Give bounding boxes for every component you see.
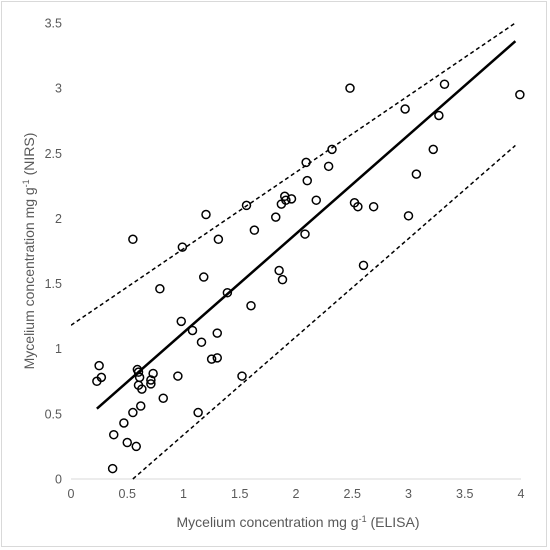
x-tick-labels: 0 0.5 1 1.5 2 2.5 3 3.5 4 [68, 487, 525, 501]
data-point [222, 287, 233, 298]
data-point [146, 375, 156, 385]
data-point [107, 463, 118, 474]
data-point [196, 337, 207, 347]
data-point [206, 354, 217, 364]
data-point [300, 229, 310, 239]
data-point [246, 300, 256, 311]
data-point [241, 200, 252, 211]
data-point [213, 234, 224, 245]
data-point [515, 89, 525, 100]
lower-prediction-line [132, 144, 516, 480]
x-tick-label: 1 [180, 487, 187, 501]
x-tick-label: 0 [68, 487, 75, 501]
x-tick-label: 4 [518, 487, 525, 501]
data-point [137, 384, 147, 394]
data-points [92, 79, 525, 474]
x-axis-title: Mycelium concentration mg g-1 (ELISA) [177, 514, 420, 530]
data-point [439, 79, 450, 89]
y-tick-label: 3.5 [45, 17, 62, 31]
regression-line [96, 40, 517, 410]
x-tick-label: 0.5 [119, 487, 136, 501]
data-point [109, 429, 119, 440]
y-tick-labels: 0 0.5 1 1.5 2 2.5 3 3.5 [45, 17, 62, 487]
data-point [173, 371, 183, 381]
data-point [134, 372, 145, 383]
data-point [411, 169, 422, 179]
data-point [131, 441, 141, 452]
data-point [212, 353, 222, 363]
data-point [345, 83, 355, 93]
data-point [237, 371, 247, 381]
y-tick-label: 0 [55, 473, 62, 487]
data-point [212, 328, 222, 338]
data-point [122, 437, 132, 448]
y-tick-label: 1 [55, 342, 62, 356]
x-tick-label: 3.5 [456, 487, 473, 501]
data-point [302, 175, 312, 186]
data-point [136, 401, 146, 411]
data-point [358, 260, 369, 271]
data-point [301, 157, 311, 168]
fit-lines [71, 23, 517, 480]
data-point [368, 201, 379, 212]
upper-prediction-line [71, 23, 516, 326]
y-tick-label: 3 [55, 82, 62, 96]
data-point [146, 379, 156, 389]
data-point [187, 325, 198, 336]
data-point [428, 144, 438, 155]
y-tick-label: 1.5 [45, 277, 62, 291]
data-point [148, 368, 158, 379]
data-point [128, 407, 138, 418]
y-tick-label: 0.5 [45, 407, 62, 421]
data-point [128, 234, 138, 245]
data-point [176, 316, 186, 327]
x-tick-label: 1.5 [231, 487, 248, 501]
data-point [274, 265, 284, 276]
data-point [155, 284, 165, 294]
x-tick-label: 3 [405, 487, 412, 501]
data-point [94, 360, 104, 371]
data-point [281, 195, 291, 205]
data-point [133, 367, 144, 377]
y-tick-label: 2.5 [45, 147, 62, 161]
data-point [277, 274, 288, 285]
y-tick-label: 2 [55, 212, 62, 226]
x-tick-label: 2 [293, 487, 300, 501]
data-point [353, 201, 363, 212]
data-point [96, 372, 107, 383]
data-point [403, 211, 414, 221]
data-point [201, 209, 211, 220]
data-point [119, 418, 129, 428]
data-point [249, 225, 260, 235]
data-point [286, 194, 297, 204]
data-point [199, 272, 209, 282]
data-point [177, 242, 188, 252]
data-point [434, 110, 444, 121]
data-point [400, 104, 410, 114]
data-point [271, 212, 281, 222]
data-point [311, 195, 321, 205]
data-point [323, 161, 334, 172]
data-point [193, 407, 203, 418]
data-point [158, 393, 168, 403]
data-point [327, 144, 337, 155]
x-tick-label: 2.5 [344, 487, 361, 501]
y-axis-title: Mycelium concentration mg g-1 (NIRS) [21, 133, 37, 370]
